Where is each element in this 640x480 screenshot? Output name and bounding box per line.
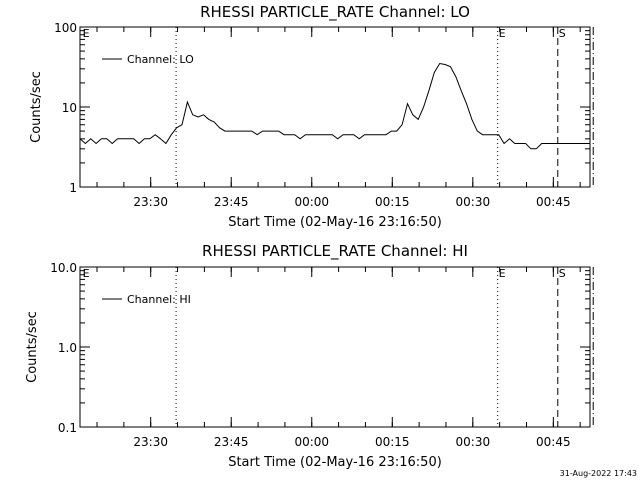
x-tick-label: 00:15 (375, 195, 410, 209)
legend-label: Channel: HI (127, 293, 191, 306)
x-tick-label: 00:15 (375, 435, 410, 449)
x-tick-label: 00:45 (536, 195, 571, 209)
y-axis-label: Counts/sec (29, 71, 44, 143)
x-tick-label: 00:30 (456, 195, 491, 209)
event-marker-label: E (83, 267, 90, 280)
event-marker-label: E (499, 27, 506, 40)
y-tick-label: 10 (62, 101, 77, 115)
x-tick-label: 23:45 (214, 195, 249, 209)
chart-panel-1: RHESSI PARTICLE_RATE Channel: HI 0.1 1.0 10… (25, 242, 594, 470)
legend-label: Channel: LO (127, 53, 194, 66)
series-line-0 (79, 62, 590, 150)
x-axis-label: Start Time (02-May-16 23:16:50) (228, 455, 442, 470)
event-marker-label: E (83, 27, 90, 40)
x-axis-label: Start Time (02-May-16 23:16:50) (228, 215, 442, 230)
x-tick-label: 23:30 (133, 195, 168, 209)
x-tick-label: 00:30 (456, 435, 491, 449)
y-tick-label: 10.0 (50, 261, 77, 275)
x-tick-label: 23:30 (133, 435, 168, 449)
x-tick-label: 23:45 (214, 435, 249, 449)
event-marker-label: E (499, 267, 506, 280)
y-axis-label: Counts/sec (25, 311, 40, 383)
x-tick-label: 00:45 (536, 435, 571, 449)
y-tick-label: 100 (54, 21, 77, 35)
event-marker-label: S (559, 267, 566, 280)
chart-title: RHESSI PARTICLE_RATE Channel: HI (202, 242, 468, 261)
y-tick-label: 1.0 (58, 341, 77, 355)
y-tick-label: 0.1 (58, 421, 77, 435)
timestamp: 31-Aug-2022 17:43 (560, 469, 637, 478)
x-tick-label: 00:00 (294, 435, 329, 449)
chart-panel-0: RHESSI PARTICLE_RATE Channel: LO 1 10 100 23… (29, 3, 594, 230)
x-tick-label: 00:00 (294, 195, 329, 209)
chart-title: RHESSI PARTICLE_RATE Channel: LO (200, 3, 470, 22)
y-tick-label: 1 (69, 181, 77, 195)
event-marker-label: S (559, 27, 566, 40)
